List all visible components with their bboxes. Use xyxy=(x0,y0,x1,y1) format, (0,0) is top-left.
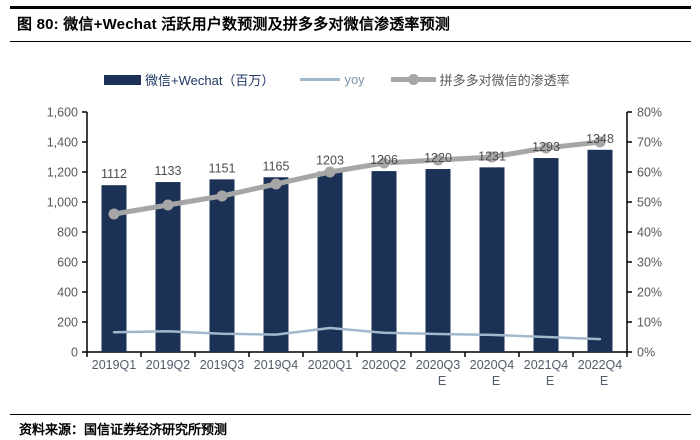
bar-value-label: 1206 xyxy=(370,153,398,167)
bar xyxy=(425,169,451,352)
bar-value-label: 1348 xyxy=(586,132,614,146)
bar-value-label: 1165 xyxy=(263,159,290,173)
penetration-marker xyxy=(108,208,120,220)
left-axis-tick-label: 1,000 xyxy=(47,196,78,210)
bar xyxy=(371,171,397,352)
legend-label-wechat: 微信+Wechat（百万） xyxy=(145,73,275,88)
right-axis-tick-label: 40% xyxy=(637,226,662,240)
bar-swatch-icon xyxy=(104,74,141,85)
bar-value-label: 1151 xyxy=(209,161,236,175)
left-axis-tick-label: 1,200 xyxy=(47,166,78,180)
x-tick-label: 2020Q2 xyxy=(362,358,407,372)
bar xyxy=(533,158,559,352)
bar xyxy=(587,149,613,352)
x-tick-label: 2020Q4 xyxy=(470,358,515,372)
penetration-marker xyxy=(324,166,336,178)
bar-value-label: 1112 xyxy=(101,167,127,181)
right-axis-tick-label: 0% xyxy=(637,346,655,360)
right-axis-tick-label: 30% xyxy=(637,256,662,270)
bar xyxy=(209,179,235,352)
right-axis-tick-label: 60% xyxy=(637,166,662,180)
legend-label-penetration: 拼多多对微信的渗透率 xyxy=(439,73,570,88)
chart-canvas: 0 200 400 600 800 1,000 1,200 1,400 1,600 0% 10% 20… xyxy=(47,106,662,389)
marker-dot-icon xyxy=(407,74,419,85)
left-axis-tick-label: 1,600 xyxy=(47,106,78,120)
source-note: 资料来源：国信证券经济研究所预测 xyxy=(19,422,228,437)
x-tick-label: 2019Q4 xyxy=(254,358,299,372)
left-axis-tick-label: 400 xyxy=(57,286,78,300)
bar xyxy=(263,177,289,352)
line-swatch-icon xyxy=(300,78,341,81)
line-marker-swatch-icon xyxy=(390,74,436,85)
right-axis-tick-label: 50% xyxy=(637,196,662,210)
left-axis-tick-label: 200 xyxy=(57,316,78,330)
right-axis-tick-label: 10% xyxy=(637,316,662,330)
penetration-marker xyxy=(486,151,498,163)
bar xyxy=(479,167,505,352)
legend-item-penetration: 拼多多对微信的渗透率 xyxy=(390,70,570,89)
penetration-marker xyxy=(162,199,174,211)
bar-value-label: 1203 xyxy=(316,154,344,168)
bar-value-label: 1220 xyxy=(424,151,452,165)
x-tick-label: 2020Q1 xyxy=(308,358,353,372)
header-bottom-rule xyxy=(10,41,691,42)
left-axis-tick-label: 1,400 xyxy=(47,136,78,150)
footer-rule xyxy=(10,414,691,415)
x-tick-label: 2019Q3 xyxy=(200,358,245,372)
right-axis-tick-label: 70% xyxy=(637,136,662,150)
penetration-marker xyxy=(540,142,552,154)
penetration-marker xyxy=(270,178,282,190)
chart-legend: 微信+Wechat（百万） yoy 拼多多对微信的渗透率 xyxy=(104,70,570,89)
bar-value-label: 1231 xyxy=(478,149,506,163)
x-tick-label-estimate-flag: E xyxy=(492,374,500,388)
penetration-marker xyxy=(216,190,228,202)
penetration-marker xyxy=(594,136,606,148)
bar-value-label: 1133 xyxy=(155,164,182,178)
header-top-rule xyxy=(10,6,691,9)
x-tick-label: 2020Q3 xyxy=(416,358,461,372)
legend-label-yoy: yoy xyxy=(344,72,365,87)
x-tick-label: 2019Q1 xyxy=(92,358,137,372)
legend-item-yoy: yoy xyxy=(300,72,365,87)
penetration-marker xyxy=(378,157,390,169)
left-axis-tick-label: 800 xyxy=(57,226,78,240)
penetration-marker xyxy=(432,154,444,166)
x-tick-label-estimate-flag: E xyxy=(600,374,608,388)
x-tick-label-estimate-flag: E xyxy=(438,374,446,388)
x-tick-label: 2019Q2 xyxy=(146,358,191,372)
x-tick-label-estimate-flag: E xyxy=(546,374,554,388)
yoy-line xyxy=(112,326,602,341)
right-axis-tick-label: 20% xyxy=(637,286,662,300)
bar xyxy=(317,171,343,352)
legend-item-wechat: 微信+Wechat（百万） xyxy=(104,70,274,89)
penetration-line xyxy=(111,139,603,217)
x-tick-label: 2021Q4 xyxy=(524,358,569,372)
figure-title: 图 80: 微信+Wechat 活跃用户数预测及拼多多对微信渗透率预测 xyxy=(17,16,451,33)
left-axis-tick-label: 0 xyxy=(71,346,78,360)
right-axis-tick-label: 80% xyxy=(637,106,662,120)
left-axis-tick-label: 600 xyxy=(57,256,78,270)
bar-value-label: 1293 xyxy=(532,140,560,154)
x-tick-label: 2022Q4 xyxy=(578,358,623,372)
